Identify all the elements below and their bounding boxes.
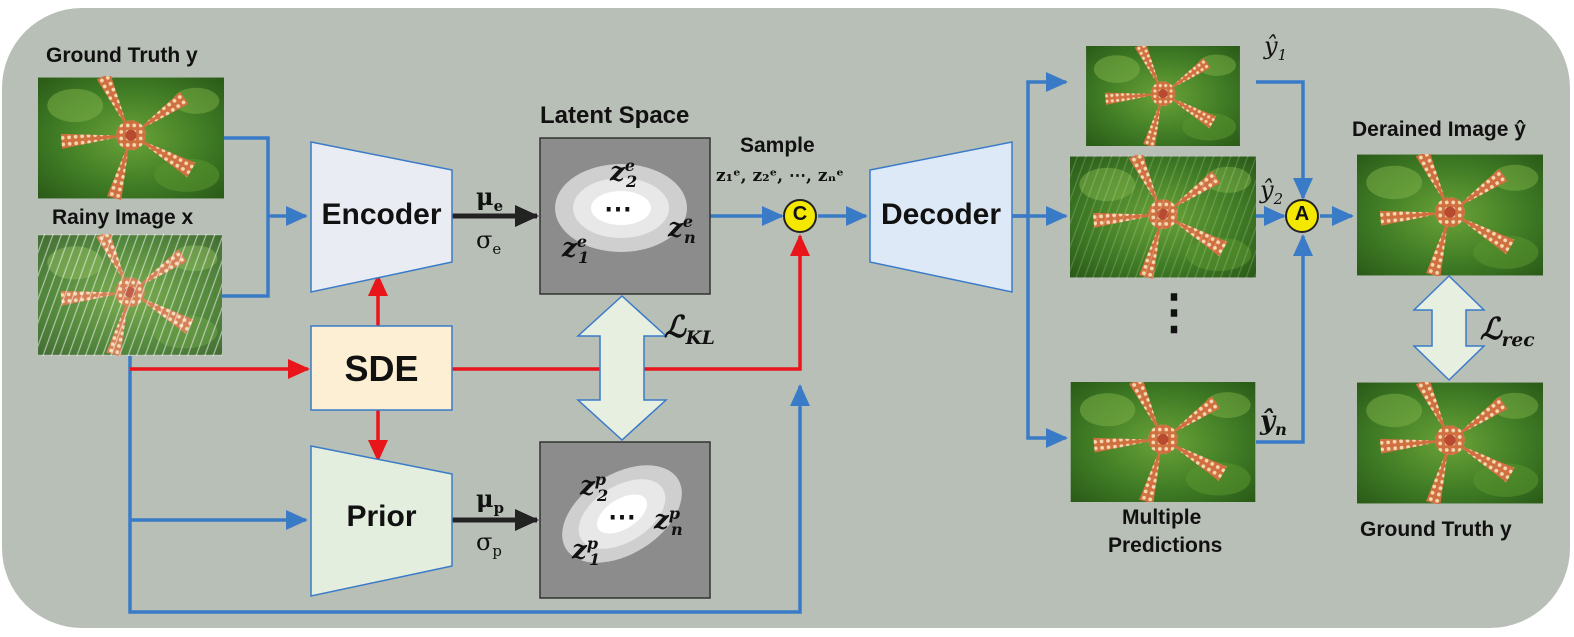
latent-e-z1: ze1 <box>562 232 590 267</box>
decoder-label: Decoder <box>880 198 1002 231</box>
latent-p-z1: zp1 <box>572 534 601 569</box>
vertical-dots: ⋮ <box>1150 284 1198 340</box>
encoder-label: Encoder <box>321 198 442 231</box>
concat-node-label: C <box>792 203 808 225</box>
derained-image-label: Derained Image ŷ <box>1352 118 1526 141</box>
sde-label: SDE <box>344 348 419 389</box>
ground-truth-label-bottom: Ground Truth y <box>1360 518 1512 541</box>
latent-p-z2: zp2 <box>580 470 609 505</box>
latent-e-ellipse-inner <box>591 191 651 225</box>
prediction-image-n <box>1070 382 1256 502</box>
background-panel <box>2 8 1570 628</box>
rec-double-arrow <box>1412 274 1486 382</box>
concat-node <box>783 199 817 233</box>
derained-image <box>1357 154 1543 276</box>
prior-label: Prior <box>346 500 417 533</box>
ground-truth-label-top: Ground Truth y <box>46 44 198 67</box>
ground-truth-image-top <box>38 76 224 200</box>
sde-block <box>310 325 453 411</box>
rainy-image-label: Rainy Image x <box>52 206 194 229</box>
sigma-e-label: σe <box>476 226 502 258</box>
y-hat-2-label: ŷ2 <box>1260 176 1284 208</box>
prediction-image-2 <box>1070 155 1256 279</box>
aggregate-node <box>1285 199 1319 233</box>
rainy-image <box>38 234 222 356</box>
mu-p-label: μp <box>476 484 504 517</box>
aggregate-node-label: A <box>1294 203 1310 225</box>
decoder-block <box>869 141 1013 293</box>
sample-set-label: z₁ᵉ, z₂ᵉ, ⋯, zₙᵉ <box>716 166 844 186</box>
ground-truth-image-bottom <box>1357 382 1543 504</box>
latent-p-dots: ⋯ <box>608 500 636 533</box>
latent-space-label: Latent Space <box>540 102 690 129</box>
multiple-predictions-label-2: Predictions <box>1108 534 1223 557</box>
loss-rec-label: ℒrec <box>1480 312 1535 351</box>
encoder-block <box>310 141 453 293</box>
kl-double-arrow <box>576 294 668 442</box>
y-hat-1-label: ŷ1 <box>1264 32 1288 64</box>
multiple-predictions-label-1: Multiple <box>1122 506 1202 529</box>
latent-p-zn: zpn <box>654 504 683 539</box>
loss-kl-label: ℒKL <box>664 310 715 349</box>
latent-e-zn: zen <box>668 212 696 247</box>
prior-block <box>310 445 453 597</box>
mu-e-label: μe <box>476 182 504 215</box>
prediction-image-1 <box>1086 46 1240 146</box>
y-hat-n-label: ŷn <box>1260 406 1287 440</box>
latent-e-z2: ze2 <box>610 156 638 191</box>
latent-p-ellipses <box>562 465 682 563</box>
sigma-p-label: σp <box>476 528 502 560</box>
blue-input-lines <box>128 72 1354 614</box>
latent-e-dots: ⋯ <box>604 192 632 225</box>
sample-label: Sample <box>740 134 815 157</box>
